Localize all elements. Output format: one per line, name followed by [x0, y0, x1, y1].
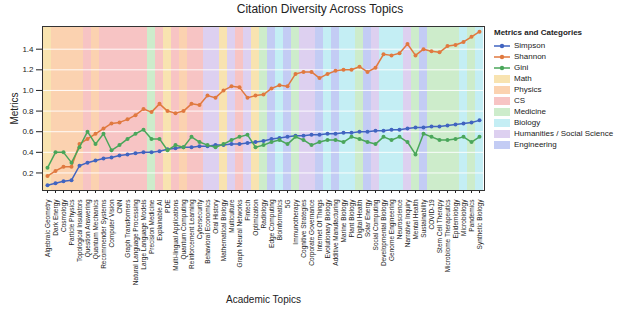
svg-text:5G: 5G [284, 200, 291, 209]
svg-text:Behavioral Economics: Behavioral Economics [204, 199, 211, 264]
svg-text:Dark Energy: Dark Energy [52, 199, 60, 236]
svg-text:0.6: 0.6 [22, 127, 34, 136]
svg-text:Solar Energy: Solar Energy [364, 199, 372, 237]
svg-text:Particle Physics: Particle Physics [68, 199, 76, 246]
svg-text:Reinforcement Learning: Reinforcement Learning [188, 199, 196, 269]
html-text:Shannon: Shannon [514, 52, 546, 61]
svg-text:Cognitive Strategies: Cognitive Strategies [300, 199, 308, 258]
svg-text:Developmental Biology: Developmental Biology [380, 199, 388, 266]
svg-text:Genome Engineering: Genome Engineering [388, 199, 396, 261]
svg-text:Epidemiology: Epidemiology [452, 199, 460, 239]
html-text:Engineering: Engineering [514, 140, 557, 149]
svg-text:Pandemics: Pandemics [468, 199, 475, 232]
svg-text:Corporate Governance: Corporate Governance [308, 199, 316, 266]
svg-text:Fintech: Fintech [244, 199, 251, 221]
svg-text:Explainable AI: Explainable AI [156, 199, 164, 240]
svg-text:Graph Transformers: Graph Transformers [124, 199, 132, 258]
html-text:Simpson: Simpson [514, 41, 546, 50]
svg-text:Graph Neural Networks: Graph Neural Networks [236, 199, 244, 268]
svg-text:COVID-19: COVID-19 [428, 199, 435, 229]
svg-text:Quantum Mechanics: Quantum Mechanics [92, 199, 100, 259]
svg-text:Algebraic Geometry: Algebraic Geometry [44, 199, 52, 257]
svg-text:Social Computing: Social Computing [372, 199, 380, 250]
svg-text:Multiculture: Multiculture [228, 199, 235, 233]
svg-text:Large Language Models: Large Language Models [140, 199, 148, 270]
html-text:CS: CS [514, 96, 526, 105]
svg-text:Immunotherapy: Immunotherapy [292, 199, 300, 245]
svg-text:Recommender Systems: Recommender Systems [100, 199, 108, 269]
svg-text:Synthetic Biology: Synthetic Biology [476, 199, 484, 250]
svg-text:Mental Health: Mental Health [412, 199, 419, 239]
svg-text:1.4: 1.4 [22, 45, 34, 54]
svg-text:Computer Vision: Computer Vision [108, 199, 116, 247]
svg-text:Marine Biology: Marine Biology [340, 199, 348, 243]
svg-text:0.2: 0.2 [22, 169, 34, 178]
svg-text:Evolutionary Biology: Evolutionary Biology [324, 199, 332, 259]
svg-text:1.2: 1.2 [22, 65, 34, 74]
svg-text:Microbiology: Microbiology [460, 199, 468, 236]
svg-text:0.4: 0.4 [22, 148, 34, 157]
svg-text:Edge Computing: Edge Computing [268, 199, 276, 248]
html-text:Metrics and Categories: Metrics and Categories [494, 28, 582, 37]
svg-text:Multi-lingual Applications: Multi-lingual Applications [172, 199, 180, 271]
svg-text:Metrics: Metrics [9, 92, 20, 124]
svg-text:Additive Manufacturing: Additive Manufacturing [332, 199, 340, 266]
html-text:Humanities / Social Science: Humanities / Social Science [514, 129, 614, 138]
svg-text:CNN: CNN [116, 199, 123, 213]
svg-text:Narrative Inquiry: Narrative Inquiry [404, 199, 412, 247]
svg-text:Quantum Computing: Quantum Computing [180, 199, 188, 259]
svg-text:PDE: PDE [164, 199, 171, 213]
svg-text:Radiology: Radiology [260, 199, 268, 229]
svg-text:Precision Medicine: Precision Medicine [148, 199, 155, 254]
svg-text:Question Answering: Question Answering [84, 199, 92, 257]
html-text:Biology: Biology [514, 118, 541, 127]
svg-text:Mathematical Biology: Mathematical Biology [220, 199, 228, 262]
svg-text:Digital Health: Digital Health [356, 199, 364, 238]
svg-text:0.8: 0.8 [22, 107, 34, 116]
html-text:Math: Math [514, 74, 532, 83]
svg-text:1.0: 1.0 [22, 86, 34, 95]
svg-text:Bioinformatics: Bioinformatics [276, 199, 283, 241]
svg-text:Neuroscience: Neuroscience [396, 199, 403, 239]
svg-text:Internet Of Things: Internet Of Things [316, 199, 324, 252]
svg-text:Plant Biology: Plant Biology [348, 199, 356, 238]
svg-text:Academic Topics: Academic Topics [226, 294, 301, 305]
html-text:Gini: Gini [514, 63, 529, 72]
svg-text:Topological Insulators: Topological Insulators [76, 199, 84, 262]
svg-text:Oral History: Oral History [212, 199, 220, 234]
svg-text:Microbiome Therapeutics: Microbiome Therapeutics [444, 199, 452, 273]
html-text:Medicine: Medicine [514, 107, 546, 116]
svg-text:Stem Cell Therapy: Stem Cell Therapy [436, 199, 444, 253]
svg-text:Cosmology: Cosmology [60, 199, 68, 232]
html-text:Citation Diversity Across Topi: Citation Diversity Across Topics [236, 2, 404, 16]
svg-text:Cybersecurity: Cybersecurity [196, 199, 204, 239]
svg-text:Optimization: Optimization [252, 199, 260, 236]
svg-text:Sustainability: Sustainability [420, 199, 428, 238]
html-text:Physics: Physics [514, 85, 542, 94]
svg-text:Natural Language Processing: Natural Language Processing [132, 199, 140, 285]
